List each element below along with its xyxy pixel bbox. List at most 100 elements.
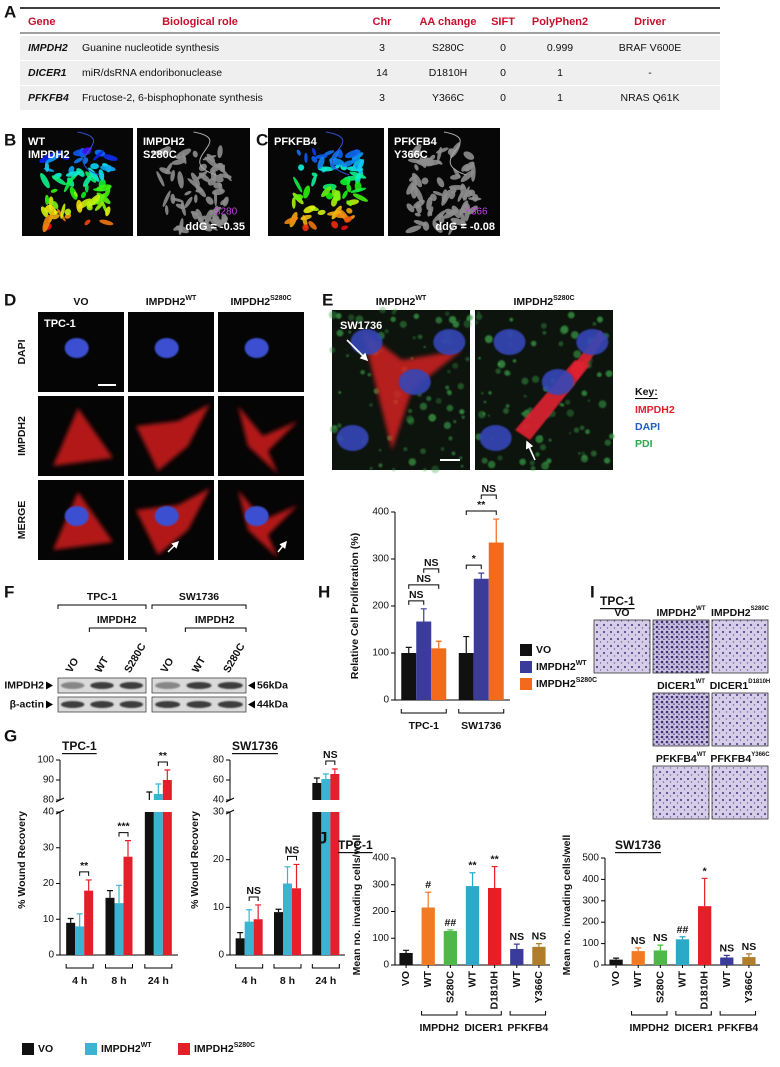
bar xyxy=(421,907,435,965)
helix xyxy=(171,197,184,203)
row-label: MERGE xyxy=(16,501,28,540)
band xyxy=(90,701,114,708)
speckle xyxy=(335,313,342,319)
bar xyxy=(144,812,154,955)
legend-label-base: IMPDH2 xyxy=(101,1043,141,1055)
construct-label: IMPDH2 xyxy=(195,614,235,626)
speckle xyxy=(423,345,426,349)
bar xyxy=(84,890,94,955)
helix xyxy=(192,150,198,158)
helix xyxy=(82,175,92,187)
bar xyxy=(631,951,645,965)
y-tick-label: 0 xyxy=(383,960,389,971)
transwell-image xyxy=(711,619,769,674)
x-tick-label: Y366C xyxy=(743,971,755,1004)
table-header: Biological role xyxy=(162,16,238,28)
y-tick-label: 30 xyxy=(213,807,225,818)
transwell-image xyxy=(652,765,710,820)
helix xyxy=(164,205,169,216)
lane-label: VO xyxy=(63,656,81,675)
x-tick-label: D1810H xyxy=(489,971,501,1010)
helix xyxy=(51,175,67,186)
bar xyxy=(401,653,417,700)
impdh2-stain xyxy=(238,406,298,474)
nucleus xyxy=(541,369,574,395)
helix xyxy=(406,203,415,213)
speckle xyxy=(567,311,575,319)
row-label: DAPI xyxy=(16,339,28,364)
mutation-site: S280 xyxy=(214,207,238,218)
helix xyxy=(464,161,475,172)
transwell-image xyxy=(593,619,651,674)
speckle xyxy=(483,400,487,404)
significance-bracket xyxy=(408,600,425,605)
x-tick-label: S280C xyxy=(444,971,456,1004)
structure-label: WT xyxy=(28,136,45,148)
helix xyxy=(453,168,461,179)
panel-label: C xyxy=(256,131,268,150)
table-cell: IMPDH2 xyxy=(28,42,68,54)
x-tick-label: D1810H xyxy=(699,971,711,1010)
category-bracket xyxy=(65,964,94,969)
table-cell: 0 xyxy=(500,67,506,79)
helix xyxy=(422,221,430,231)
helix xyxy=(102,154,118,161)
helix xyxy=(331,188,341,201)
panel-label: I xyxy=(590,583,595,602)
speckle xyxy=(360,369,365,375)
bar xyxy=(473,578,489,700)
helix xyxy=(50,188,58,193)
category-bracket xyxy=(400,709,447,714)
helix xyxy=(415,146,422,157)
bar xyxy=(253,919,263,955)
helix xyxy=(303,205,316,214)
key-item: DAPI xyxy=(635,421,660,433)
speckle xyxy=(458,319,461,322)
image-label-sup: D1810H xyxy=(748,679,770,685)
legend-label-sup: WT xyxy=(141,1042,153,1049)
helix xyxy=(356,159,365,172)
helix xyxy=(407,158,424,164)
nucleus xyxy=(244,338,269,358)
structure-label: S280C xyxy=(143,149,177,161)
column-header: VO xyxy=(73,296,88,308)
helix xyxy=(284,216,299,225)
helix xyxy=(90,163,99,170)
helix xyxy=(76,199,83,213)
image-label: DICER1WT xyxy=(657,679,705,692)
speckle xyxy=(570,331,579,339)
speckle xyxy=(509,317,514,322)
speckle xyxy=(596,372,602,378)
significance-bracket xyxy=(480,494,497,500)
bar xyxy=(416,621,432,700)
y-axis-label: Relative Cell Proliferation (%) xyxy=(349,533,361,679)
panel-label: J xyxy=(318,829,327,848)
bar xyxy=(330,812,340,955)
table-cell: PFKFB4 xyxy=(28,92,69,104)
significance-label: NS xyxy=(481,483,496,495)
x-tick-label: 8 h xyxy=(280,975,295,987)
speckle xyxy=(451,451,456,456)
speckle xyxy=(495,368,501,374)
panel-title: TPC-1 xyxy=(600,594,635,608)
helix xyxy=(73,157,83,164)
helix xyxy=(184,196,193,209)
significance-label: ## xyxy=(445,917,457,929)
category-bracket xyxy=(273,964,302,969)
helix xyxy=(346,183,352,193)
helix xyxy=(405,225,422,234)
speckle xyxy=(329,347,336,353)
speckle xyxy=(423,468,427,472)
column-header: IMPDH2S280C xyxy=(513,295,574,309)
y-tick-label: 100 xyxy=(372,648,389,659)
helix xyxy=(177,171,184,189)
helix xyxy=(175,156,187,160)
error-bar xyxy=(146,791,153,800)
x-tick-label: VO xyxy=(610,971,622,986)
speckle xyxy=(431,465,440,474)
panel-label: A xyxy=(4,3,16,22)
helix xyxy=(98,169,105,181)
speckle xyxy=(577,452,581,455)
bar xyxy=(312,783,322,800)
bar xyxy=(235,938,245,955)
